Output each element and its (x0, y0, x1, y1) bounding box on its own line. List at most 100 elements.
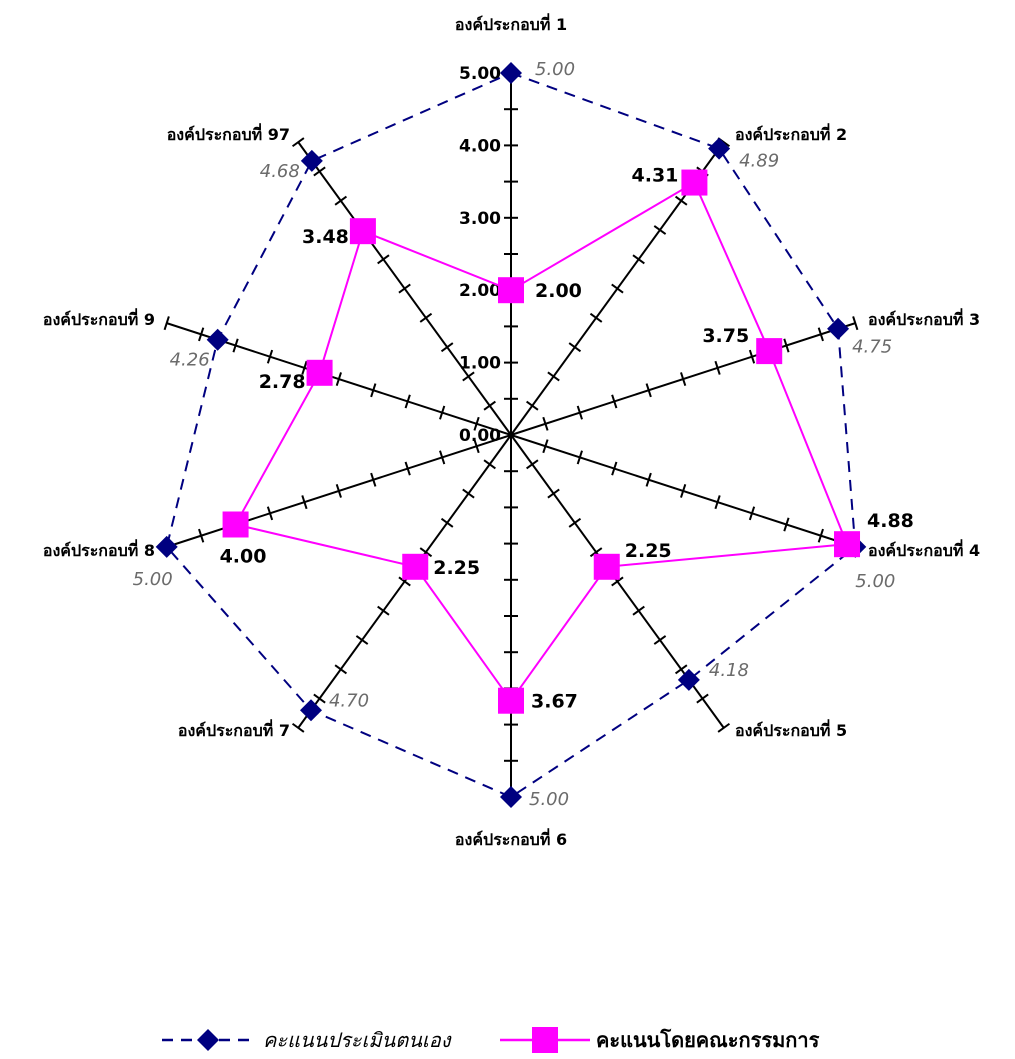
scale-tick-label: 5.00 (459, 64, 501, 84)
axis-tick (419, 312, 433, 323)
self-assessment-value-label: 4.68 (260, 161, 300, 182)
category-label: องค์ประกอบที่ 3 (868, 308, 980, 329)
committee-value-label: 2.25 (433, 557, 480, 579)
axis-tick (462, 488, 475, 499)
axis-tick (404, 461, 411, 476)
committee-marker (756, 338, 783, 365)
axis-tick (335, 483, 342, 498)
category-label: องค์ประกอบที่ 7 (178, 719, 290, 740)
axis-tick (576, 405, 583, 420)
self-assessment-marker (500, 786, 522, 808)
axis-tick (568, 342, 582, 353)
self-assessment-value-label: 4.89 (739, 151, 779, 172)
self-assessment-value-label: 4.75 (852, 337, 892, 358)
category-label: องค์ประกอบที่ 8 (43, 539, 155, 560)
axis-tick (653, 225, 667, 235)
committee-value-label: 3.67 (531, 691, 578, 713)
axis-tick (483, 400, 496, 411)
committee-value-label: 3.75 (702, 325, 749, 347)
category-label: องค์ประกอบที่ 5 (735, 719, 847, 740)
axis-tick (674, 195, 688, 206)
self-assessment-value-label: 4.70 (329, 690, 369, 711)
axis-tick (717, 722, 731, 733)
axis-tick (817, 327, 824, 342)
self-assessment-marker (300, 149, 323, 172)
axis-tick (645, 472, 652, 487)
committee-marker (402, 553, 429, 580)
axis-tick (398, 283, 411, 294)
committee-value-label: 2.25 (625, 540, 672, 562)
self-assessment-value-label: 4.18 (709, 660, 749, 681)
axis-tick (198, 528, 205, 543)
scale-tick-label: 4.00 (459, 136, 501, 156)
legend: คะแนนประเมินตนเอง คะแนนโดยคณะกรรมการ (162, 1027, 820, 1053)
axis-tick (611, 576, 624, 587)
axis-tick (526, 459, 539, 470)
axis-tick (696, 693, 709, 704)
committee-marker (498, 687, 524, 714)
axis-tick (611, 461, 618, 476)
scale-tick-label: 3.00 (459, 209, 501, 229)
axis-tick (589, 547, 603, 558)
axis-tick (398, 576, 411, 587)
axis-tick (568, 517, 582, 528)
series-line-self-assessment (165, 71, 857, 799)
axis-tick (439, 450, 446, 465)
legend-label-self-assessment: คะแนนประเมินตนเอง (263, 1028, 452, 1052)
committee-value-label: 4.00 (220, 545, 267, 567)
axis-tick (632, 605, 645, 616)
axis-tick (473, 416, 480, 431)
series-line-committee (234, 181, 849, 703)
axis-tick (163, 316, 170, 331)
axis-tick (526, 400, 539, 411)
axis-tick (611, 394, 618, 409)
axis-tick (783, 338, 790, 353)
axis-tick (542, 439, 549, 454)
axis-tick (611, 283, 624, 294)
axis-tick (483, 459, 496, 470)
scale-tick-label: 1.00 (459, 354, 501, 374)
category-label: องค์ประกอบที่ 9 (43, 308, 155, 329)
series-committee: 2.00 4.31 3.75 4.88 2.25 3.67 2.25 4.00 2.78 3.48 (220, 165, 914, 714)
self-assessment-marker (206, 328, 229, 351)
self-assessment-marker (299, 699, 322, 722)
axis-tick (542, 416, 549, 431)
committee-marker (681, 169, 708, 196)
self-assessment-marker (500, 62, 522, 84)
axis-tick (301, 360, 308, 375)
self-assessment-value-label: 5.00 (529, 789, 569, 810)
axis-tick (440, 342, 454, 353)
committee-marker (593, 553, 620, 580)
axis-tick (198, 327, 205, 342)
committee-value-label: 4.88 (867, 510, 914, 532)
axis-tick (439, 405, 446, 420)
self-assessment-value-label: 5.00 (133, 569, 173, 590)
legend-marker-self-assessment (197, 1029, 219, 1051)
scale-tick-label: 0.00 (459, 426, 501, 446)
axis-tick (334, 664, 348, 675)
committee-marker (222, 511, 249, 538)
axis-tick (748, 506, 756, 521)
axis-tick (266, 349, 274, 364)
axis-tick (632, 254, 645, 265)
axis-tick (370, 472, 377, 487)
axis-tick (291, 137, 305, 148)
axis-tick (714, 360, 721, 375)
category-label: องค์ประกอบที่ 2 (735, 123, 847, 144)
axis-tick (266, 506, 274, 521)
axis-tick (232, 338, 239, 353)
self-assessment-value-label: 5.00 (535, 59, 575, 80)
axis-tick (377, 254, 390, 265)
axis-tick (404, 394, 411, 409)
axis-tick (783, 517, 790, 532)
axis-tick (335, 372, 342, 387)
category-label: องค์ประกอบที่ 6 (455, 828, 567, 849)
axis-tick (645, 383, 652, 398)
scale-tick-label: 2.00 (459, 281, 501, 301)
axis-tick (817, 528, 824, 543)
axis-tick (440, 517, 454, 528)
self-assessment-value-label: 5.00 (855, 571, 895, 592)
axis-tick (419, 547, 433, 558)
axis-tick (370, 383, 377, 398)
